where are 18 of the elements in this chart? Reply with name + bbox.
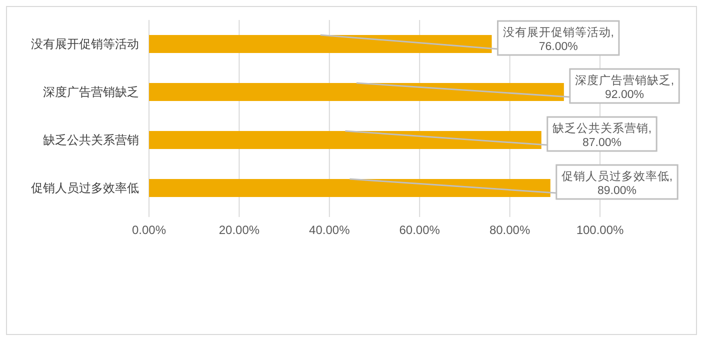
data-label: 没有展开促销等活动, 76.00% xyxy=(502,26,614,53)
x-tick-label: 60.00% xyxy=(399,223,440,237)
data-label: 促销人员过多效率低, 89.00% xyxy=(561,169,673,197)
x-tick-label: 0.00% xyxy=(132,223,166,237)
bar xyxy=(149,179,550,197)
x-tick-label: 20.00% xyxy=(218,223,260,237)
y-tick-label: 深度广告营销缺乏 xyxy=(43,85,139,99)
data-label: 深度广告营销缺乏, 92.00% xyxy=(574,73,674,101)
bar xyxy=(149,35,492,53)
data-label: 缺乏公共关系营销, 87.00% xyxy=(552,121,652,149)
y-tick-label: 没有展开促销等活动 xyxy=(31,37,139,51)
x-tick-label: 80.00% xyxy=(489,223,530,237)
y-tick-label: 缺乏公共关系营销 xyxy=(43,133,139,147)
y-tick-label: 促销人员过多效率低 xyxy=(31,181,139,195)
bar xyxy=(149,83,564,101)
x-tick-label: 40.00% xyxy=(309,223,350,237)
bar xyxy=(149,131,542,149)
x-tick-label: 100.00% xyxy=(576,223,624,237)
